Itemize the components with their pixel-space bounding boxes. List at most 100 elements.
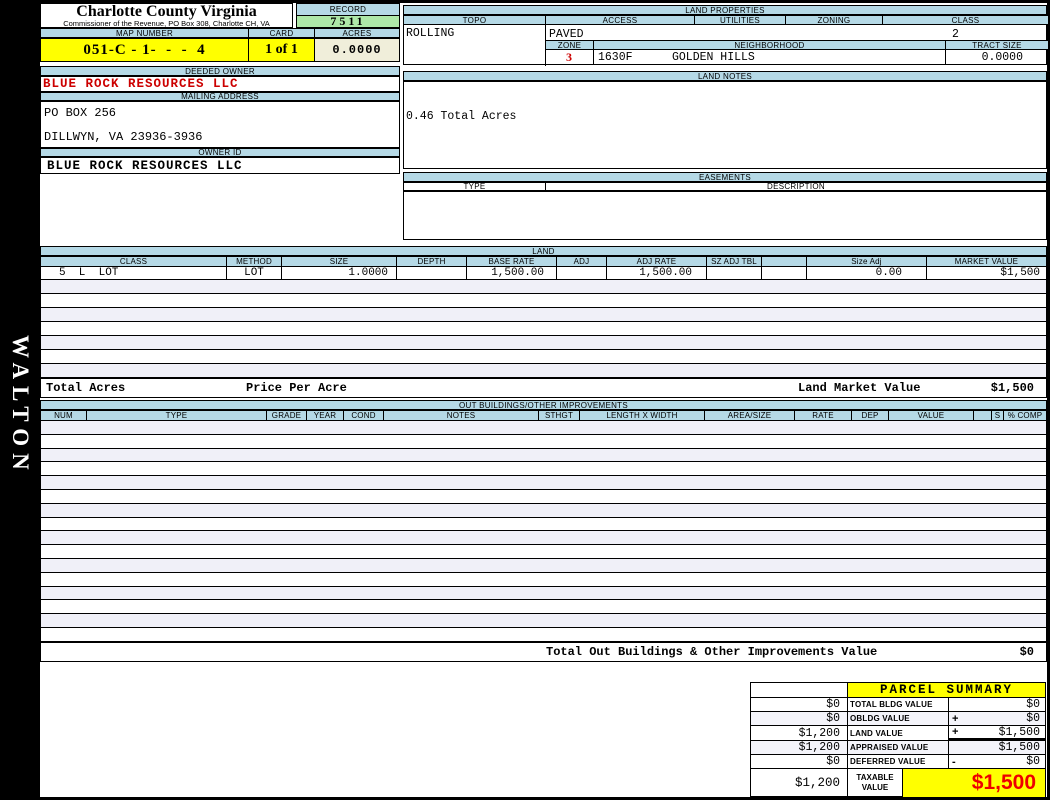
empty-table-row [41,476,1046,490]
land-empty-rows [40,280,1047,378]
prior-obldg: $0 [751,712,848,726]
parcel-summary-corner [751,683,848,698]
card-label: CARD [248,28,315,38]
col-blank [973,411,991,420]
value-total-bldg-cell: $0 [949,698,1045,712]
land-properties-title: LAND PROPERTIES [403,5,1047,15]
op-land: + [952,726,959,738]
mailing-address-label: MAILING ADDRESS [40,92,400,101]
col-grade: GRADE [266,411,306,420]
land-size: 1.0000 [281,266,396,279]
land-blank [761,266,806,279]
op-deferred: - [952,755,956,768]
col-market-value: MARKET VALUE [926,257,1046,266]
col-depth: DEPTH [396,257,466,266]
empty-table-row [41,600,1046,615]
zone-label: ZONE [545,40,594,50]
op-obldg: + [952,712,959,725]
land-method: LOT [226,266,281,279]
label-taxable: TAXABLE VALUE [848,769,903,797]
easements-title: EASEMENTS [403,172,1047,182]
deeded-owner-value: BLUE ROCK RESOURCES LLC [40,76,400,92]
zone-value: 3 [545,50,594,65]
utilities-label: UTILITIES [694,15,786,25]
empty-table-row [41,434,1046,449]
tract-size-label: TRACT SIZE [945,40,1049,50]
empty-table-row [41,545,1046,559]
value-taxable: $1,500 [903,769,1045,797]
empty-table-row [41,336,1046,350]
land-table-data-row: 5 L LOT LOT 1.0000 1,500.00 1,500.00 0.0… [40,266,1047,280]
card-value: 1 of 1 [248,38,315,62]
price-per-acre-label: Price Per Acre [246,381,347,395]
col-size-adj: Size Adj [806,257,926,266]
record-value: 7511 [296,14,400,28]
land-table-header-row: CLASS METHOD SIZE DEPTH BASE RATE ADJ AD… [40,256,1047,267]
col-num: NUM [54,411,73,420]
col-base-rate: BASE RATE [466,257,556,266]
out-buildings-total-value: $0 [1019,645,1034,659]
value-total-bldg: $0 [1026,698,1040,711]
col-adj-rate: ADJ RATE [606,257,706,266]
land-class: 5 L LOT [59,266,119,279]
parcel-summary-table: PARCEL SUMMARY $0 TOTAL BLDG VALUE $0 $0… [750,682,1046,797]
col-dep: DEP [851,411,888,420]
col-s: S [991,411,1003,420]
col-adj: ADJ [556,257,606,266]
class-value: 2 [952,28,959,41]
empty-table-row [41,558,1046,573]
land-adj-rate: 1,500.00 [606,266,706,279]
out-buildings-header-row: NUM TYPE GRADE YEAR COND NOTES STHGT LEN… [40,410,1047,421]
address-line-1: PO BOX 256 [44,106,117,120]
col-value: VALUE [888,411,973,420]
land-base-rate: 1,500.00 [466,266,556,279]
col-notes: NOTES [383,411,538,420]
access-value: PAVED [549,28,584,41]
out-buildings-empty-rows [40,421,1047,642]
deeded-owner-label: DEEDED OWNER [40,66,400,76]
prior-deferred: $0 [751,755,848,769]
col-size: SIZE [281,257,396,266]
label-total-bldg: TOTAL BLDG VALUE [848,698,949,712]
empty-table-row [41,280,1046,294]
land-depth [396,266,466,279]
owner-id-label: OWNER ID [40,148,400,157]
land-table-title: LAND [40,246,1047,256]
tract-size-value: 0.0000 [981,51,1023,64]
empty-table-row [41,421,1046,435]
access-label: ACCESS [545,15,695,25]
map-number-value: 051-C - 1- - - 4 [40,38,249,62]
land-notes-box: 0.46 Total Acres [403,81,1047,169]
land-properties-box: TOPO ACCESS UTILITIES ZONING CLASS ROLLI… [403,15,1049,66]
land-market-value-label: Land Market Value [798,381,921,395]
prior-taxable: $1,200 [751,769,848,797]
land-market-value-total: $1,500 [990,381,1034,395]
out-buildings-title: OUT BUILDINGS/OTHER IMPROVEMENTS [40,400,1047,410]
easements-body [403,191,1047,240]
divider [945,50,946,65]
empty-table-row [41,364,1046,378]
empty-table-row [41,517,1046,532]
col-sthgt: STHGT [538,411,579,420]
owner-id-value: BLUE ROCK RESOURCES LLC [40,157,400,174]
topo-label: TOPO [403,15,546,25]
value-appraised: $1,500 [998,741,1040,754]
empty-table-row [41,586,1046,601]
value-obldg-cell: + $0 [949,712,1045,726]
label-appraised: APPRAISED VALUE [848,741,949,755]
county-title-box: Charlotte County Virginia Commissioner o… [40,3,293,28]
col-pct-comp: % COMP [1003,411,1046,420]
empty-table-row [41,572,1046,587]
col-area-size: AREA/SIZE [704,411,794,420]
out-buildings-total-label: Total Out Buildings & Other Improvements… [546,645,878,659]
neighborhood-code: 1630F [598,51,633,64]
acres-value: 0.0000 [314,38,400,62]
prior-total-bldg: $0 [751,698,848,712]
col-class: CLASS [119,257,148,266]
prior-land: $1,200 [751,726,848,741]
empty-table-row [41,503,1046,518]
out-buildings-total-row: Total Out Buildings & Other Improvements… [40,642,1047,662]
col-year: YEAR [306,411,343,420]
col-cond: COND [343,411,383,420]
